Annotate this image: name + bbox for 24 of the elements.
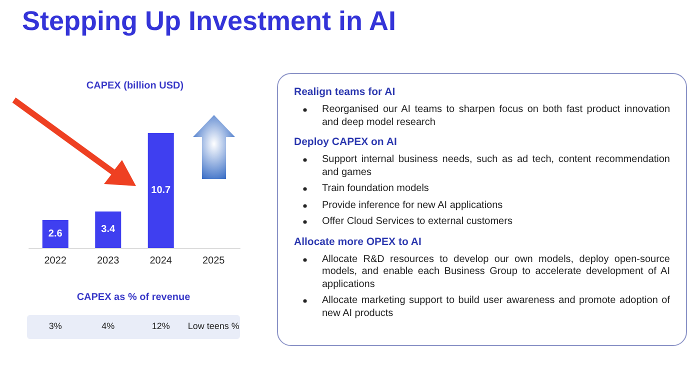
text: Allocate marketing support to build user awareness and promote adoption of new AI products: [322, 295, 670, 320]
text: Offer Cloud Services to external customers: [322, 216, 514, 228]
text: Realign teams for AI: [294, 86, 396, 98]
x-tick-label: 2025: [202, 256, 226, 266]
text: Allocate R&D resources to develop our own models, deploy open-source models, and enable each Business Group to accelerate development of AI applications: [322, 254, 670, 291]
text: Low teens %: [188, 321, 240, 331]
data-label: 10.7: [151, 185, 172, 196]
x-tick-label: 2024: [150, 256, 172, 266]
x-tick-label: 2023: [97, 256, 120, 266]
text: Deploy CAPEX on AI: [294, 136, 398, 148]
data-label: 3.4: [101, 224, 116, 236]
text: Provide inference for new AI applications: [322, 200, 504, 212]
chart-title: Stepping Up Investment in AI: [22, 6, 396, 37]
text: CAPEX as % of revenue: [76, 292, 192, 303]
text: Train foundation models: [322, 183, 430, 196]
text: 4%: [102, 321, 115, 331]
text: Reorganised our AI teams to sharpen focus on both fast product innovation and deep model research: [322, 104, 670, 129]
data-label: 2.6: [48, 228, 63, 240]
x-tick-label: 2022: [44, 256, 67, 266]
text: Support internal business needs, such as ad tech, content recommendation and games: [322, 154, 670, 179]
text: 3%: [48, 321, 62, 331]
text: 12%: [152, 321, 170, 331]
text: Allocate more OPEX to AI: [294, 236, 422, 248]
chart-subtitle: CAPEX (billion USD): [86, 80, 184, 92]
